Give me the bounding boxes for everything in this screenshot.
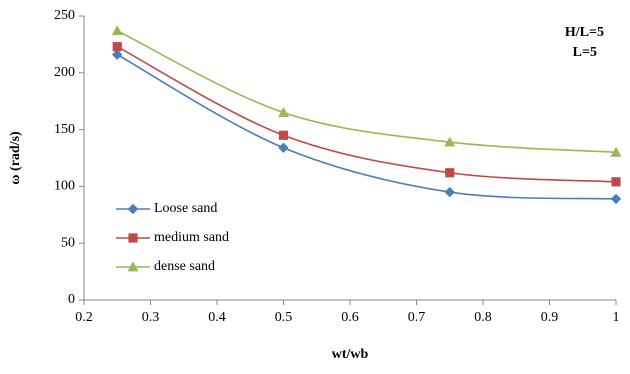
- x-tick-labels: 0.2 0.3 0.4 0.5 0.6 0.7 0.8 0.9 1: [75, 300, 620, 325]
- y-axis-title: ω (rad/s): [8, 131, 23, 185]
- data-point-dense-sand: [111, 25, 123, 36]
- x-tick-label: 0.7: [408, 310, 426, 325]
- legend-marker: [127, 261, 139, 272]
- data-point-medium-sand: [611, 177, 621, 187]
- legend-item-dense-sand: dense sand: [116, 259, 215, 274]
- data-point-medium-sand: [445, 168, 455, 178]
- x-tick-label: 0.2: [75, 310, 93, 325]
- x-tick-label: 0.4: [208, 310, 226, 325]
- x-tick-label: 0.3: [142, 310, 160, 325]
- series-loose-sand: [112, 49, 622, 205]
- annotation-hl-ratio: H/L=5: [565, 25, 604, 40]
- series-line-medium-sand: [116, 45, 617, 183]
- x-tick-label: 0.6: [341, 310, 359, 325]
- y-tick-label: 250: [54, 8, 75, 23]
- x-tick-label: 0.9: [541, 310, 559, 325]
- data-point-medium-sand: [278, 130, 289, 140]
- data-point-dense-sand: [444, 136, 456, 147]
- data-point-loose-sand: [278, 142, 289, 153]
- y-tick-label: 150: [54, 122, 75, 137]
- y-tick-label: 0: [68, 292, 75, 307]
- series-line-dense-sand: [116, 30, 617, 154]
- data-point-dense-sand: [610, 146, 622, 157]
- data-point-dense-sand: [278, 107, 289, 117]
- annotation-length: L=5: [573, 45, 597, 60]
- y-tick-label: 50: [61, 235, 75, 250]
- legend-item-medium-sand: medium sand: [116, 230, 229, 245]
- y-tick-labels: 0 50 100 150 200 250: [54, 8, 84, 307]
- data-point-loose-sand: [610, 193, 622, 205]
- legend-marker: [127, 203, 139, 215]
- x-axis-title: wt/wb: [332, 347, 369, 362]
- data-point-loose-sand: [112, 49, 123, 60]
- legend-marker: [128, 233, 138, 243]
- legend-label: medium sand: [154, 230, 229, 245]
- y-tick-label: 200: [54, 65, 75, 80]
- series-layer: [111, 25, 622, 205]
- legend-item-loose-sand: Loose sand: [116, 201, 217, 216]
- x-tick-label: 0.8: [474, 310, 492, 325]
- series-line-loose-sand: [116, 53, 617, 200]
- series-medium-sand: [112, 42, 621, 187]
- plot-area: [83, 16, 616, 301]
- legend-label: Loose sand: [154, 201, 217, 216]
- legend: Loose sand medium sand dense sand: [116, 201, 229, 274]
- data-point-medium-sand: [112, 42, 122, 52]
- series-dense-sand: [111, 25, 622, 157]
- x-tick-label: 1: [613, 310, 620, 325]
- x-tick-label: 0.5: [275, 310, 293, 325]
- legend-label: dense sand: [154, 259, 215, 274]
- data-point-loose-sand: [444, 186, 455, 198]
- y-tick-label: 100: [54, 179, 75, 194]
